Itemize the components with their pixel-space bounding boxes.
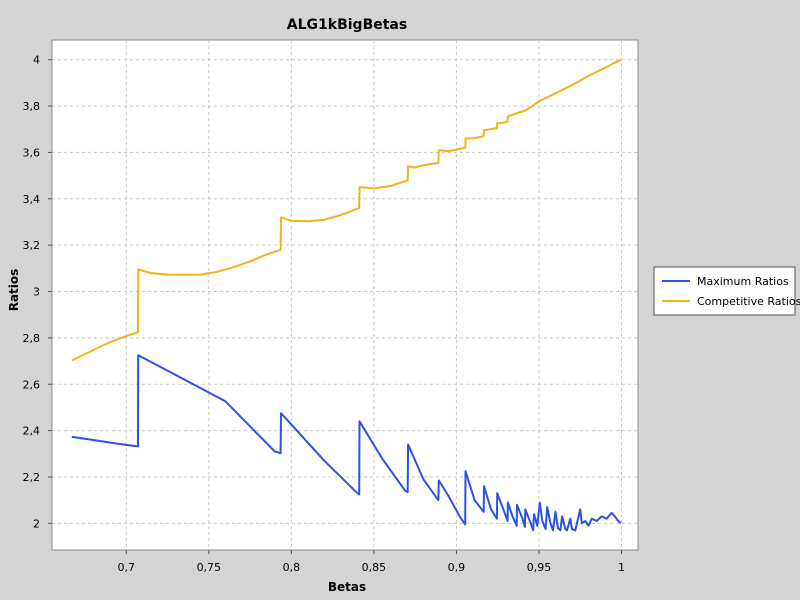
legend-label-competitive-ratios: Competitive Ratios <box>697 295 800 308</box>
chart-title: ALG1kBigBetas <box>287 17 407 33</box>
plot-area <box>51 39 639 551</box>
x-tick-label: 0,85 <box>362 561 387 574</box>
x-axis-label: Betas <box>328 580 366 594</box>
legend: Maximum Ratios Competitive Ratios <box>653 266 800 316</box>
y-tick-label: 2,8 <box>23 332 41 345</box>
series-line-maximum-ratios <box>71 354 622 532</box>
y-tick-label: 3,2 <box>23 239 41 252</box>
grid <box>52 40 638 550</box>
series-lines <box>71 58 622 532</box>
axis-ticks: 0,7 0,75 0,8 0,85 0,9 0,95 1 2 2,2 2,4 2,6 2,8 3 3,2 3… <box>23 54 625 574</box>
x-tick-label: 0,9 <box>448 561 466 574</box>
y-tick-label: 3,8 <box>23 100 41 113</box>
legend-box <box>653 266 796 316</box>
x-tick-label: 0,8 <box>283 561 301 574</box>
y-tick-label: 2 <box>33 517 40 530</box>
x-tick-label: 0,95 <box>527 561 552 574</box>
y-tick-label: 3 <box>33 286 40 299</box>
y-tick-label: 3,6 <box>23 146 41 159</box>
x-tick-label: 1 <box>618 561 625 574</box>
y-tick-label: 2,2 <box>23 471 41 484</box>
series-line-competitive-ratios <box>71 58 622 362</box>
x-tick-label: 0,75 <box>197 561 222 574</box>
y-axis-label: Ratios <box>7 269 21 312</box>
y-tick-label: 3,4 <box>23 193 41 206</box>
y-tick-label: 2,4 <box>23 425 41 438</box>
legend-label-maximum-ratios: Maximum Ratios <box>697 275 789 288</box>
x-tick-label: 0,7 <box>118 561 136 574</box>
y-tick-label: 4 <box>33 54 40 67</box>
y-tick-label: 2,6 <box>23 378 41 391</box>
